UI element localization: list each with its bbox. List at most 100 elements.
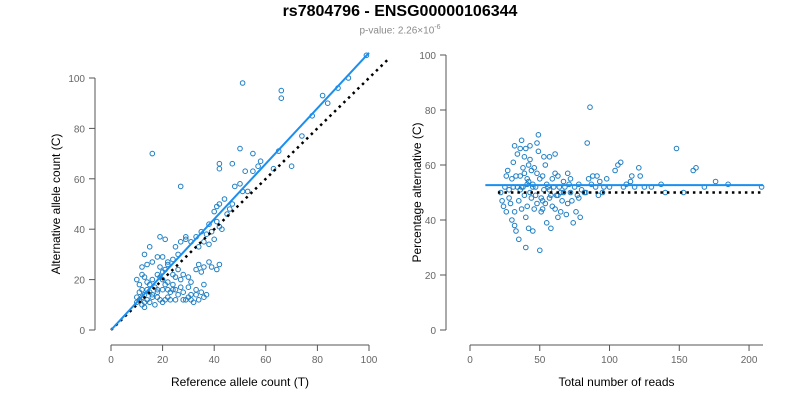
right-data-point [521, 170, 528, 177]
left-data-point [299, 133, 305, 139]
right-data-point [534, 170, 540, 177]
left-data-point [149, 259, 156, 265]
left-data-point [177, 183, 184, 190]
left-data-point [232, 183, 238, 190]
right-data-point [527, 156, 533, 163]
right-data-point [542, 200, 549, 207]
left-y-tick-label: 80 [74, 124, 86, 135]
right-data-point [538, 195, 545, 201]
right-data-point [537, 247, 543, 254]
right-data-point [511, 143, 518, 149]
left-data-point [198, 269, 205, 275]
right-data-point [503, 173, 510, 179]
left-x-tick-label: 60 [260, 355, 272, 366]
right-y-tick-label: 40 [425, 216, 437, 227]
left-data-point [214, 218, 220, 225]
left-data-point [270, 165, 277, 172]
left-data-point [188, 297, 194, 303]
right-data-point [615, 162, 621, 168]
right-data-point [543, 220, 550, 226]
left-data-point [175, 266, 181, 273]
left-data-point [229, 201, 236, 207]
left-data-point [216, 165, 223, 172]
left-data-point [257, 158, 264, 164]
right-data-point [576, 195, 582, 201]
left-data-point [177, 239, 184, 245]
left-data-point [134, 276, 140, 283]
right-data-point [542, 162, 549, 168]
left-data-point [188, 279, 194, 285]
right-data-point [521, 154, 528, 160]
right-x-tick-label: 200 [741, 355, 758, 366]
right-data-point [673, 145, 680, 152]
left-data-point [201, 281, 207, 288]
left-data-point [244, 188, 251, 195]
right-data-point [603, 176, 610, 182]
right-data-point [627, 178, 634, 185]
left-data-point [185, 274, 192, 280]
left-data-point [165, 259, 171, 265]
left-data-point [162, 236, 168, 243]
pvalue-subtitle: p-value: 2.26×10-6 [0, 24, 800, 36]
right-data-point [525, 178, 532, 185]
left-data-point [250, 168, 256, 174]
right-data-point [595, 192, 602, 199]
right-data-point [559, 198, 565, 204]
right-data-point [546, 195, 553, 201]
right-data-point [549, 176, 556, 182]
right-data-point [612, 167, 618, 174]
right-data-point [527, 143, 533, 149]
left-data-point [195, 244, 202, 250]
right-data-point [531, 165, 538, 171]
right-panel: 0 50 100 150 200 0 20 40 60 80 100 Total number of … [410, 51, 765, 389]
left-data-point [216, 261, 223, 268]
left-data-point [149, 150, 156, 157]
left-data-point [195, 261, 202, 268]
right-data-point [690, 167, 697, 174]
right-data-point [570, 220, 577, 226]
left-data-point [255, 163, 261, 169]
pvalue-exponent: -6 [434, 24, 441, 31]
left-data-point [154, 289, 161, 296]
right-data-point [525, 225, 532, 232]
right-data-point [549, 203, 556, 210]
right-data-point [510, 159, 517, 166]
right-data-point [636, 165, 642, 171]
right-data-point [637, 173, 644, 179]
left-data-point [165, 286, 171, 293]
right-data-point [511, 222, 518, 229]
right-x-tick-label: 150 [671, 355, 688, 366]
left-data-point [193, 291, 199, 298]
right-y-tick-label: 0 [430, 326, 436, 337]
right-data-point [548, 225, 554, 232]
left-data-point [183, 234, 189, 240]
left-data-point [216, 160, 223, 167]
right-data-point [584, 140, 591, 146]
right-data-point [539, 206, 546, 212]
left-data-point [180, 271, 186, 278]
left-data-point [165, 279, 171, 285]
left-data-point [193, 266, 199, 273]
right-data-point [539, 198, 546, 204]
left-data-point [221, 196, 228, 202]
right-y-tick-label: 100 [419, 51, 436, 62]
left-data-point [237, 145, 243, 152]
right-data-point [517, 145, 524, 152]
left-data-point [224, 211, 230, 217]
right-data-point [594, 173, 600, 179]
left-data-point [154, 286, 161, 293]
right-data-point [523, 214, 529, 221]
left-data-point [167, 297, 174, 303]
right-data-point [577, 214, 584, 221]
right-y-tick-label: 60 [425, 161, 437, 172]
right-data-point [712, 178, 719, 185]
left-data-point [159, 276, 166, 283]
left-y-tick-label: 40 [74, 225, 86, 236]
left-data-point [201, 294, 207, 301]
left-data-point [278, 87, 285, 94]
left-data-point [165, 261, 171, 268]
right-y-axis-title: Percentage alternative (C) [410, 122, 424, 262]
left-data-point [214, 266, 220, 273]
right-data-point [541, 154, 547, 160]
